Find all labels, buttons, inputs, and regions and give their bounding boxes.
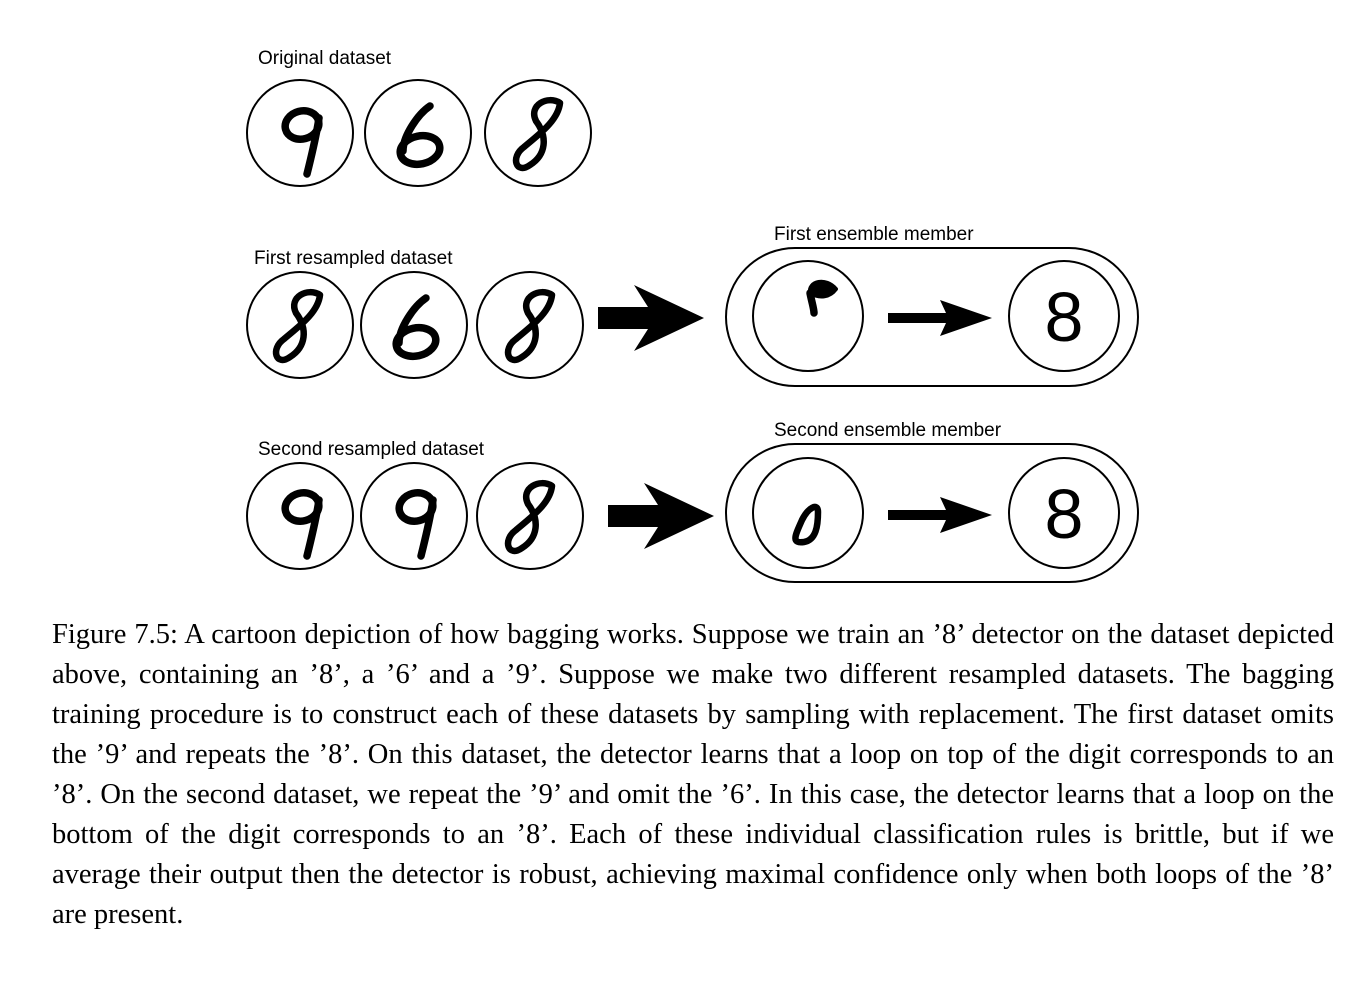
digit-circle: [246, 79, 354, 187]
second-member-label: Second ensemble member: [774, 420, 1002, 441]
digit-circle: [360, 271, 468, 379]
small-arrow-icon: [888, 300, 992, 336]
digit-circle: [476, 271, 584, 379]
digit-circle: [246, 462, 354, 570]
second-member-output: 8: [1045, 475, 1084, 553]
digit-circle: [364, 79, 472, 187]
arrow-icon: [608, 483, 714, 549]
second-ensemble-member: 8: [725, 443, 1139, 583]
first-ensemble-member: 8: [725, 247, 1139, 387]
first-member-label: First ensemble member: [774, 224, 974, 245]
original-dataset-label: Original dataset: [258, 48, 392, 69]
figure-caption: Figure 7.5: A cartoon depiction of how b…: [52, 619, 1334, 930]
second-resampled-digits: [246, 462, 584, 570]
first-resampled-digits: [246, 271, 584, 379]
original-dataset-digits: [246, 79, 592, 187]
second-resampled-label: Second resampled dataset: [258, 439, 485, 460]
small-arrow-icon: [888, 497, 992, 533]
arrow-icon: [598, 285, 704, 351]
digit-circle: [360, 462, 468, 570]
digit-circle: [476, 462, 584, 570]
first-resampled-label: First resampled dataset: [254, 248, 453, 269]
digit-circle: [246, 271, 354, 379]
digit-circle: [484, 79, 592, 187]
bagging-diagram: Original dataset First resampled dataset: [246, 48, 1139, 583]
first-member-output: 8: [1045, 278, 1084, 356]
